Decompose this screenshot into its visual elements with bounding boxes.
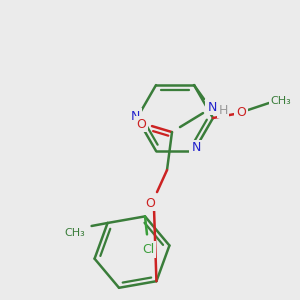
Text: H: H <box>218 103 228 117</box>
Text: O: O <box>145 196 155 210</box>
Text: N: N <box>191 141 201 154</box>
Text: O: O <box>136 118 146 130</box>
Text: CH₃: CH₃ <box>64 228 85 238</box>
Text: CH₃: CH₃ <box>271 96 291 106</box>
Text: Cl: Cl <box>142 243 154 256</box>
Text: N: N <box>130 110 140 122</box>
Text: N: N <box>207 100 217 114</box>
Text: O: O <box>236 106 246 119</box>
